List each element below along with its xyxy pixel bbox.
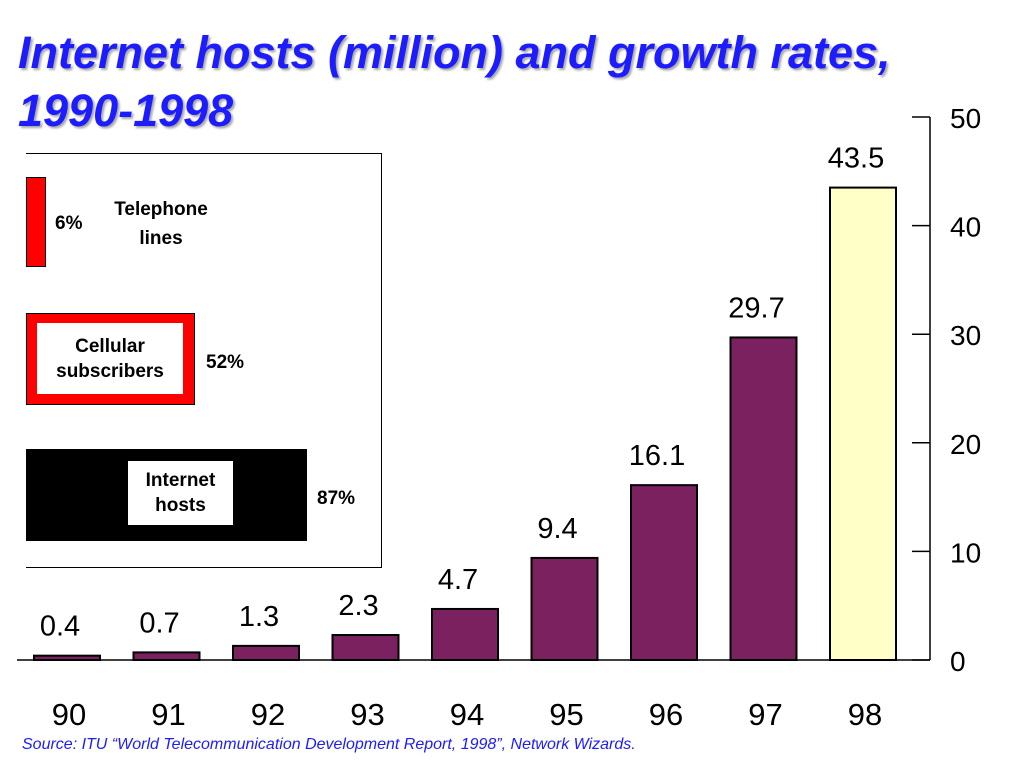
bar-90 bbox=[33, 654, 101, 662]
y-tick-label-5: 50 bbox=[950, 103, 981, 134]
value-label-91: 0.7 bbox=[139, 607, 179, 639]
x-tick-label-97: 97 bbox=[748, 697, 782, 732]
y-tick-label-2: 20 bbox=[950, 429, 981, 460]
x-tick-label-93: 93 bbox=[350, 697, 384, 732]
growth-label-cellular: Cellular subscribers bbox=[37, 323, 183, 394]
value-label-93: 2.3 bbox=[338, 590, 378, 622]
x-tick-label-90: 90 bbox=[52, 697, 86, 732]
x-tick-label-94: 94 bbox=[450, 697, 484, 732]
value-label-90: 0.4 bbox=[40, 611, 80, 643]
growth-label-cellular-line1: Cellular bbox=[75, 335, 145, 357]
y-tick-label-0: 0 bbox=[950, 646, 966, 677]
value-label-95: 9.4 bbox=[537, 513, 577, 545]
growth-value-cellular: 52% bbox=[206, 352, 245, 373]
bar-95 bbox=[530, 556, 599, 662]
title-line-1: Internet hosts (million) and growth rate… bbox=[18, 27, 891, 78]
value-label-97: 29.7 bbox=[728, 292, 784, 324]
title-line-2: 1990-1998 bbox=[18, 85, 234, 136]
growth-label-internet: Internet hosts bbox=[128, 461, 233, 525]
x-tick-label-96: 96 bbox=[649, 697, 683, 732]
y-tick-label-3: 30 bbox=[950, 320, 981, 351]
bar-92 bbox=[232, 644, 300, 662]
y-tick-label-1: 10 bbox=[950, 537, 981, 568]
growth-label-telephone: Telephone lines bbox=[106, 197, 216, 251]
source-note: Source: ITU “World Telecommunication Dev… bbox=[22, 736, 636, 753]
x-tick-label-98: 98 bbox=[848, 697, 882, 732]
growth-label-internet-line1: Internet bbox=[145, 470, 216, 491]
bar-97 bbox=[729, 336, 798, 661]
growth-rates-inset: 6% Telephone lines Cellular subscribers … bbox=[26, 153, 382, 568]
growth-label-telephone-line1: Telephone bbox=[114, 199, 208, 220]
bar-93 bbox=[331, 634, 400, 661]
bar-94 bbox=[431, 607, 499, 662]
value-label-94: 4.7 bbox=[438, 564, 478, 596]
bar-98 bbox=[829, 186, 897, 661]
growth-label-internet-line2: hosts bbox=[155, 495, 206, 516]
growth-value-internet: 87% bbox=[317, 488, 356, 509]
x-tick-label-91: 91 bbox=[151, 697, 185, 732]
chart-title: Internet hosts (million) and growth rate… bbox=[18, 24, 1018, 140]
value-label-92: 1.3 bbox=[239, 601, 279, 633]
growth-label-cellular-line2: subscribers bbox=[56, 360, 164, 382]
x-tick-label-95: 95 bbox=[549, 697, 583, 732]
bar-91 bbox=[132, 651, 201, 662]
x-tick-label-92: 92 bbox=[251, 697, 285, 732]
growth-bar-internet: Internet hosts bbox=[26, 449, 307, 541]
bar-96 bbox=[630, 484, 698, 661]
growth-label-telephone-line2: lines bbox=[139, 228, 183, 249]
growth-value-telephone: 6% bbox=[55, 213, 83, 234]
value-label-98: 43.5 bbox=[828, 143, 884, 175]
value-label-96: 16.1 bbox=[629, 440, 685, 472]
growth-bar-cellular: Cellular subscribers bbox=[26, 313, 195, 405]
growth-bar-telephone bbox=[26, 177, 46, 267]
y-tick-label-4: 40 bbox=[950, 212, 981, 243]
